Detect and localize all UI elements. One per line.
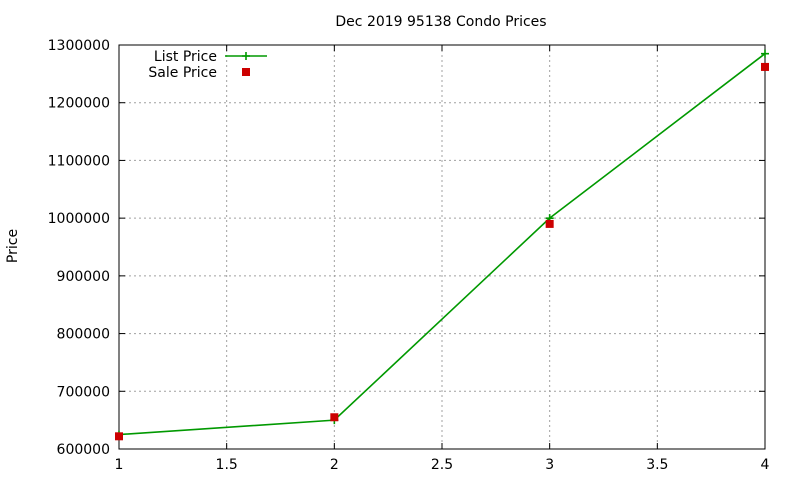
- series-line: [118, 53, 766, 436]
- x-tick-label: 2.5: [431, 457, 453, 473]
- x-tick-label: 4: [761, 457, 770, 473]
- legend-square-marker: [242, 68, 250, 76]
- legend-label: List Price: [154, 49, 217, 65]
- data-point-square: [115, 432, 123, 441]
- y-tick-label: 900000: [57, 269, 110, 285]
- data-point-square: [330, 413, 339, 422]
- y-tick-label: 1000000: [48, 211, 110, 227]
- series-sale-price: [115, 62, 769, 441]
- y-axis-label: Price: [5, 229, 21, 263]
- x-tick-label: 3: [545, 457, 554, 473]
- y-tick-label: 800000: [57, 327, 110, 343]
- x-axis: 1 1.5 2 2.5 3 3.5 4: [115, 45, 770, 473]
- x-tick-label: 1: [115, 457, 124, 473]
- y-axis: 600000 700000 800000 900000 1000000 1100000 12…: [48, 38, 765, 458]
- y-tick-label: 1300000: [48, 38, 110, 54]
- y-tick-label: 700000: [57, 384, 110, 400]
- y-tick-label: 600000: [57, 442, 110, 458]
- y-tick-label: 1100000: [48, 153, 110, 169]
- legend-label: Sale Price: [148, 65, 217, 81]
- legend-entry: Sale Price: [148, 65, 250, 81]
- data-point-square: [761, 62, 769, 71]
- data-point-plus: [761, 49, 769, 58]
- legend-entry: List Price: [154, 49, 267, 65]
- series-layer: [115, 49, 769, 441]
- data-point-square: [545, 219, 554, 228]
- grid-lines: [119, 45, 765, 449]
- x-tick-label: 1.5: [216, 457, 238, 473]
- x-tick-label: 3.5: [646, 457, 668, 473]
- x-tick-label: 2: [330, 457, 339, 473]
- legend-plus-marker: [242, 52, 250, 60]
- y-tick-label: 1200000: [48, 96, 110, 112]
- chart-title: Dec 2019 95138 Condo Prices: [335, 14, 546, 30]
